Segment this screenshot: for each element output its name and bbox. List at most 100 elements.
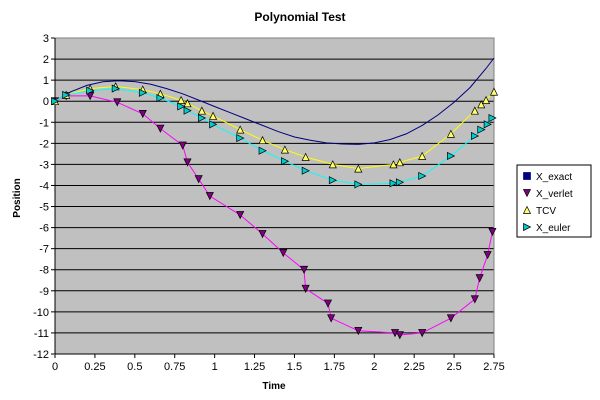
data-point-tcv [280,145,289,154]
y-tick-label: 2 [43,54,49,66]
data-point-x-euler [447,151,456,161]
data-point-x-verlet [194,175,203,184]
plot-area [55,38,494,354]
data-point-tcv [489,87,499,96]
legend-label: X_euler [536,223,571,234]
data-point-x-euler [86,86,95,95]
data-point-tcv [395,158,404,167]
x-tick-label: 1.75 [324,361,345,373]
legend-label: X_verlet [536,189,573,200]
x-tick-label: 0.5 [127,361,142,373]
data-point-x-verlet [258,230,267,239]
series-x-euler [51,84,497,189]
x-tick-label: 2 [371,361,377,373]
data-point-x-euler [418,171,427,181]
series-x-verlet [50,92,497,340]
x-tick-label: 0 [52,361,58,373]
x-tick-label: 0.25 [84,361,105,373]
data-point-tcv [389,160,398,169]
data-point-x-euler [236,134,245,143]
y-tick-label: 3 [43,33,49,45]
y-tick-label: -4 [39,180,49,192]
series-line-tcv [54,85,495,170]
x-axis-ticks: 0 0.25 0.5 0.75 1 1.25 1.5 1.75 2 2.25 2.5 2.75 [52,354,505,373]
data-point-tcv [236,125,245,134]
y-axis-title: Position [12,178,23,217]
data-point-tcv [481,95,491,104]
data-point-x-verlet [488,227,497,237]
legend: X_exact X_verlet TCV X_euler [516,164,592,238]
data-point-x-euler [138,88,148,97]
data-point-tcv [328,160,337,169]
data-point-x-verlet [418,329,427,338]
data-point-x-verlet [354,326,363,336]
data-point-x-verlet [299,265,309,275]
y-tick-label: -3 [39,159,49,171]
data-point-x-euler [477,125,486,134]
data-point-x-euler [111,84,120,93]
series-group [50,57,499,340]
data-point-x-verlet [470,295,479,304]
legend-label: X_exact [536,172,572,183]
data-point-x-euler [395,178,405,187]
x-tick-label: 2.25 [403,361,424,373]
data-point-x-verlet [395,331,404,340]
data-point-x-euler [301,166,310,175]
data-point-x-verlet [483,251,492,260]
data-point-x-euler [389,179,398,188]
data-point-tcv [258,135,267,145]
y-tick-label: -12 [33,349,49,361]
y-tick-label: -1 [39,117,49,129]
data-point-tcv [177,95,186,104]
data-point-x-euler [328,176,338,185]
data-point-x-verlet [236,211,245,220]
data-point-x-euler [51,97,60,106]
data-point-x-euler [281,157,290,166]
y-tick-label: -11 [34,328,49,340]
x-tick-label: 2.5 [446,361,461,373]
data-point-x-euler [62,90,71,99]
chart-title: Polynomial Test [254,10,345,24]
y-tick-label: -8 [39,265,49,277]
x-tick-label: 0.75 [164,361,185,373]
data-point-tcv [301,152,310,161]
data-point-tcv [208,111,218,120]
y-tick-label: 0 [43,96,49,108]
data-point-x-euler [470,131,480,141]
data-point-x-verlet [205,192,214,201]
data-point-x-verlet [138,109,147,119]
data-point-tcv [418,151,427,160]
legend-label: TCV [536,206,556,217]
y-axis-ticks: 3 2 1 0 -1 -2 -3 -4 -5 -6 -7 -8 -9 -10 -11 -12 [33,33,55,361]
legend-marker [523,222,532,232]
y-tick-label: -9 [39,286,49,298]
data-point-tcv [446,129,455,138]
legend-marker [523,172,531,180]
y-tick-label: -10 [33,307,49,319]
x-axis-title: Time [262,381,286,392]
data-point-x-verlet [301,284,310,293]
series-line-x-exact [54,57,495,145]
data-point-x-euler [258,146,267,155]
data-point-x-verlet [279,249,288,258]
y-tick-label: -5 [39,202,49,214]
y-tick-label: -6 [39,223,49,235]
y-tick-label: -7 [39,244,49,256]
series-line-x-verlet [54,95,493,336]
data-point-x-euler [209,120,218,129]
data-point-tcv [183,99,192,108]
x-tick-label: 1.5 [287,361,302,373]
y-tick-label: -2 [39,138,49,150]
data-point-tcv [477,100,486,109]
data-point-x-euler [198,113,207,123]
data-point-x-verlet [183,158,192,167]
axes [54,37,495,355]
x-tick-label: 1.25 [244,361,265,373]
data-point-x-euler [483,120,492,129]
series-tcv [50,82,499,173]
gridlines [55,37,494,355]
data-point-x-euler [354,180,363,189]
data-point-x-verlet [475,274,484,283]
x-tick-label: 2.75 [483,361,504,373]
x-tick-label: 1 [212,361,218,373]
